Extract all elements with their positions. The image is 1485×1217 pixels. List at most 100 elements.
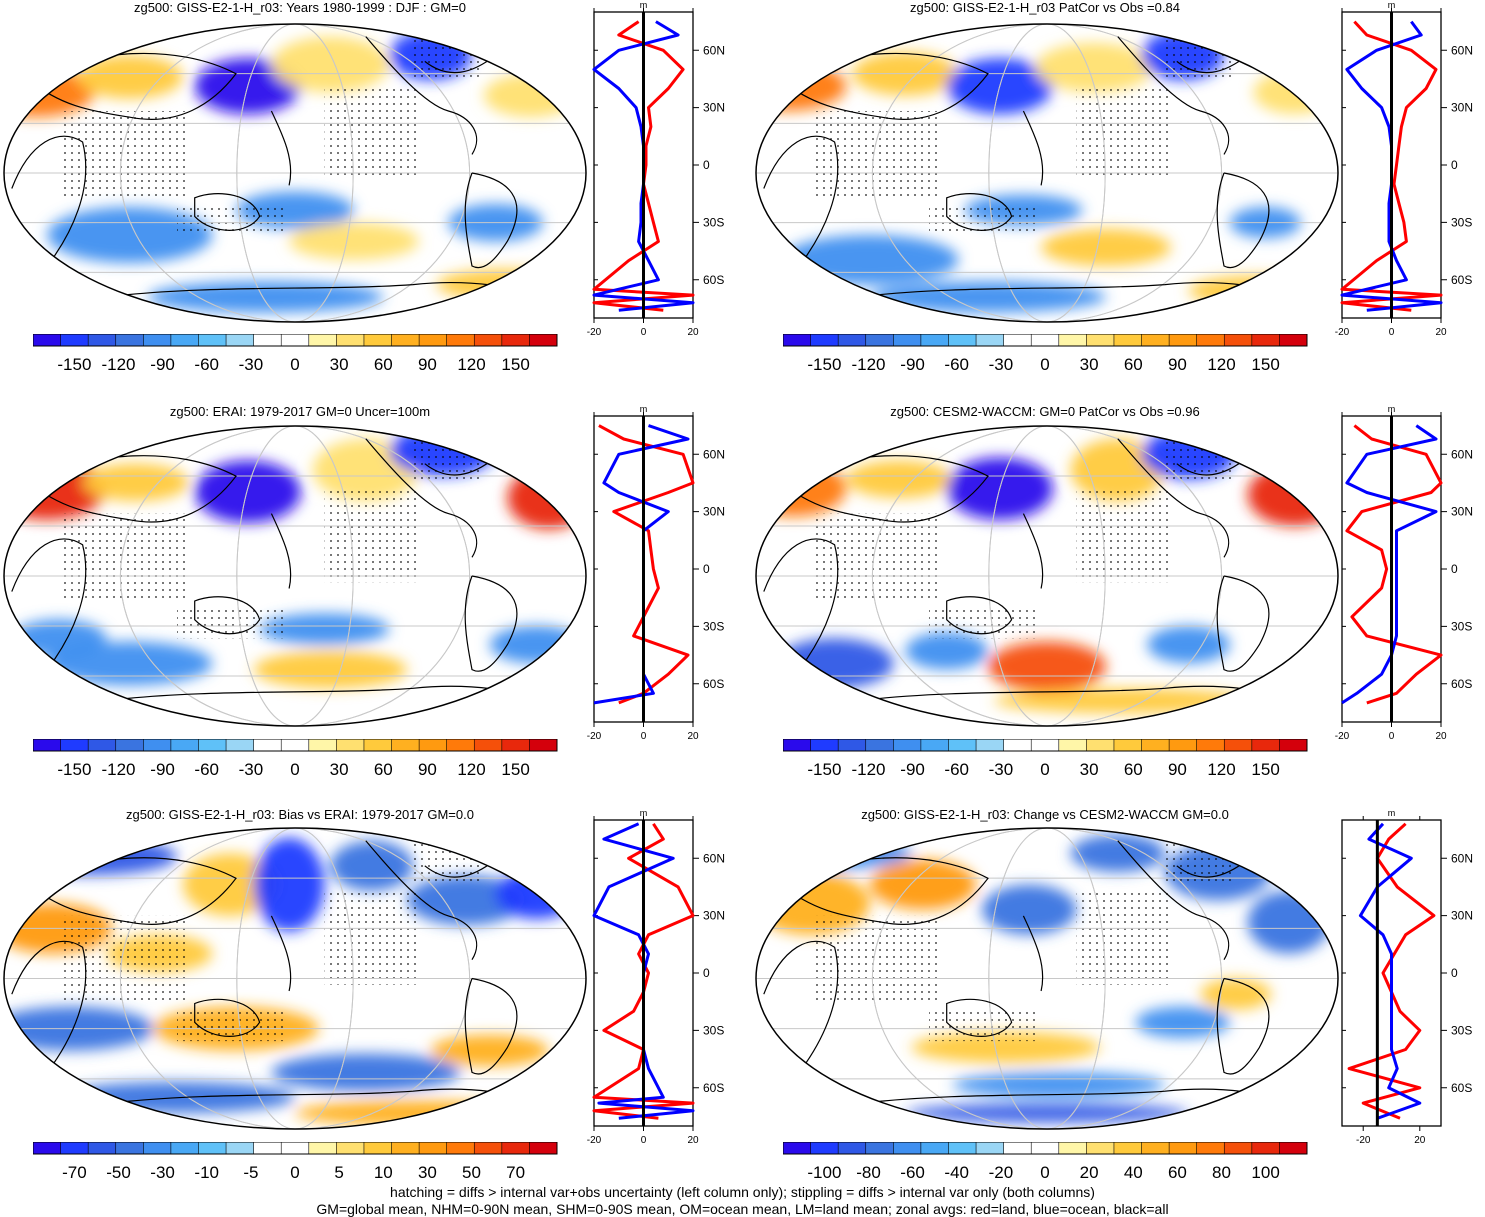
colorbar-frame xyxy=(33,739,558,752)
colorbar-swatch xyxy=(33,739,61,751)
colorbar-tick-label: -70 xyxy=(62,1163,87,1182)
map-field xyxy=(756,828,1338,1129)
colorbar-swatch xyxy=(838,739,867,751)
colorbar-swatch xyxy=(115,739,144,751)
graticule xyxy=(756,426,1338,726)
anomaly-region xyxy=(47,207,213,263)
colorbar-swatch xyxy=(1113,739,1142,751)
robinson-map xyxy=(3,23,587,323)
colorbar-swatch xyxy=(391,334,420,346)
colorbar-swatch xyxy=(501,1142,530,1154)
colorbar-tick-label: 90 xyxy=(1168,760,1187,779)
colorbar-swatch xyxy=(1224,334,1253,346)
colorbar-tick-label: 60 xyxy=(374,760,393,779)
value-tick-label: 0 xyxy=(641,1135,647,1146)
anomaly-region xyxy=(1247,463,1338,527)
ocean-series-line xyxy=(1341,424,1438,705)
panel-title: zg500: CESM2-WACCM: GM=0 PatCor vs Obs =… xyxy=(890,404,1200,419)
lat-tick-label: 30S xyxy=(703,1023,724,1037)
colorbar-swatch xyxy=(446,334,475,346)
colorbar-swatch xyxy=(783,1142,811,1154)
colorbar-swatch xyxy=(88,334,117,346)
lat-tick-label: 60S xyxy=(1451,1081,1472,1095)
colorbar: -150 -120 -90 -60 -30 0 30 60 90 120 150 xyxy=(783,334,1308,374)
stippling xyxy=(59,915,189,1004)
coastline xyxy=(1117,36,1230,155)
lat-tick-label: 30S xyxy=(1451,1023,1472,1037)
anomaly-region xyxy=(1041,228,1171,266)
lat-tick-label: 0 xyxy=(703,562,710,576)
lat-tick-label: 30S xyxy=(703,215,724,229)
colorbar-swatch xyxy=(1031,334,1060,346)
map-field xyxy=(4,426,586,726)
anomaly-region xyxy=(295,1100,531,1126)
lat-tick-label: 0 xyxy=(703,158,710,172)
lat-tick-label: 0 xyxy=(1451,562,1458,576)
stippling xyxy=(324,488,419,583)
colorbar-tick-label: -60 xyxy=(900,1163,925,1182)
colorbar-swatch xyxy=(1003,334,1032,346)
colorbar-swatch xyxy=(1196,1142,1225,1154)
value-tick-label: 20 xyxy=(1435,327,1447,338)
colorbar-tick-label: -150 xyxy=(807,760,841,779)
anomaly-region xyxy=(407,875,526,926)
lat-tick-label: 60S xyxy=(1451,273,1472,287)
colorbar-tick-label: 60 xyxy=(374,355,393,374)
colorbar-tick-label: 0 xyxy=(1040,760,1049,779)
ocean-series-line xyxy=(1358,822,1422,1120)
lat-tick-label: 30S xyxy=(1451,619,1472,633)
colorbar-tick-label: 150 xyxy=(501,355,529,374)
colorbar-tick-label: -90 xyxy=(150,355,175,374)
colorbar-tick-label: -120 xyxy=(851,355,885,374)
stippling xyxy=(1076,488,1171,583)
stippling xyxy=(59,513,189,601)
zonal-unit-label: m xyxy=(1388,0,1396,10)
colorbar-swatch xyxy=(1279,739,1308,751)
stippling xyxy=(811,915,941,1004)
colorbar-tick-label: -60 xyxy=(944,760,969,779)
colorbar-tick-label: -40 xyxy=(944,1163,969,1182)
anomaly-region xyxy=(147,281,384,313)
anomaly-region xyxy=(870,281,1106,313)
colorbar-swatch xyxy=(948,739,977,751)
anomaly-region xyxy=(952,1072,1165,1098)
robinson-map xyxy=(3,827,587,1130)
colorbar-tick-label: 10 xyxy=(374,1163,393,1182)
colorbar-swatch xyxy=(419,334,448,346)
colorbar-swatch xyxy=(920,334,949,346)
colorbar-swatch xyxy=(1086,334,1115,346)
colorbar-swatch xyxy=(253,739,282,751)
robinson-map xyxy=(3,425,587,727)
value-tick-label: -20 xyxy=(587,1135,602,1146)
anomaly-region xyxy=(988,641,1106,692)
colorbar-swatch xyxy=(198,1142,227,1154)
colorbar-tick-label: -150 xyxy=(57,355,91,374)
colorbar-swatch xyxy=(226,334,255,346)
colorbar-swatch xyxy=(810,334,839,346)
anomaly-region xyxy=(507,466,586,530)
anomaly-region xyxy=(436,269,579,301)
colorbar-swatch xyxy=(529,334,558,346)
anomaly-region xyxy=(82,463,189,502)
value-tick-label: -20 xyxy=(1335,327,1350,338)
colorbar-swatch xyxy=(226,1142,255,1154)
anomaly-region xyxy=(905,632,988,670)
value-tick-label: 0 xyxy=(1389,731,1395,742)
anomaly-region xyxy=(870,859,977,910)
colorbar-swatch xyxy=(1196,334,1225,346)
colorbar-tick-label: -50 xyxy=(106,1163,131,1182)
colorbar-swatch xyxy=(143,1142,172,1154)
colorbar-tick-label: -90 xyxy=(150,760,175,779)
stippling xyxy=(324,890,419,985)
colorbar-swatch xyxy=(810,739,839,751)
coastline xyxy=(270,110,292,186)
lat-tick-label: 60N xyxy=(703,447,725,461)
colorbar-swatch xyxy=(419,739,448,751)
colorbar-swatch xyxy=(948,1142,977,1154)
graticule xyxy=(4,426,586,726)
colorbar-swatch xyxy=(1113,1142,1142,1154)
zonal-mean-plot: m 60N 30N 0 30S 60S -20 0 20 xyxy=(587,808,725,1146)
lat-tick-label: 30S xyxy=(703,619,724,633)
colorbar-tick-label: 120 xyxy=(457,355,485,374)
coastline xyxy=(365,840,478,961)
